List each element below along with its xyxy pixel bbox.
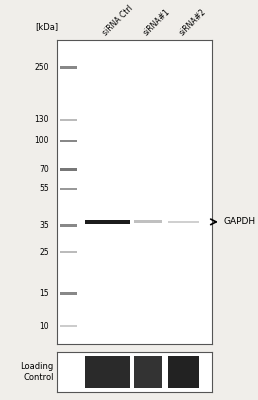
- Bar: [85, 220, 130, 224]
- Bar: [134, 220, 162, 223]
- Text: 250: 250: [35, 62, 49, 72]
- Text: [kDa]: [kDa]: [35, 22, 58, 31]
- Text: 70: 70: [39, 165, 49, 174]
- Text: 25: 25: [39, 248, 49, 257]
- Text: 20%: 20%: [139, 356, 157, 365]
- Bar: [60, 251, 77, 253]
- Bar: [60, 224, 77, 226]
- Bar: [60, 140, 77, 142]
- Bar: [60, 188, 77, 190]
- Bar: [60, 118, 77, 121]
- Bar: [60, 66, 77, 68]
- Bar: [60, 325, 77, 327]
- Bar: [60, 168, 77, 171]
- Text: 35: 35: [39, 221, 49, 230]
- Text: Loading
Control: Loading Control: [20, 362, 54, 382]
- Text: siRNA Ctrl: siRNA Ctrl: [101, 3, 135, 37]
- Text: siRNA#2: siRNA#2: [177, 7, 207, 37]
- Bar: [60, 292, 77, 294]
- Text: siRNA#1: siRNA#1: [142, 7, 172, 37]
- Text: 55: 55: [39, 184, 49, 193]
- Text: 100: 100: [35, 136, 49, 145]
- Bar: [168, 221, 199, 223]
- Bar: [134, 356, 162, 388]
- Text: GAPDH: GAPDH: [224, 217, 256, 226]
- Bar: [85, 356, 130, 388]
- Text: 15: 15: [39, 289, 49, 298]
- Text: 10: 10: [39, 322, 49, 330]
- Text: 100%: 100%: [95, 356, 119, 365]
- Text: 130: 130: [35, 115, 49, 124]
- Bar: [168, 356, 199, 388]
- Text: 17%: 17%: [174, 356, 193, 365]
